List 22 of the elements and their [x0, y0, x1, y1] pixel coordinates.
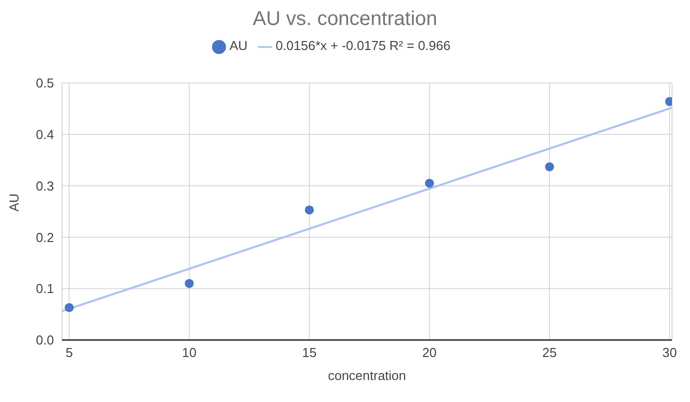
point [64, 303, 74, 312]
point [184, 278, 194, 288]
y-tick-label: 0.5 [36, 76, 54, 91]
point [424, 178, 434, 188]
x-tick-label: 20 [422, 345, 437, 360]
y-tick-label: 0.0 [36, 332, 54, 348]
y-axis-title: AU [6, 193, 22, 212]
x-tick-label: 15 [302, 345, 317, 360]
y-tick-label: 0.1 [36, 281, 54, 296]
point [545, 162, 554, 172]
chart-title: AU vs. concentration [252, 8, 438, 32]
x-tick-label: 10 [182, 345, 197, 360]
y-tick-label: 0.2 [36, 230, 54, 245]
legend-label: AU [230, 38, 248, 53]
legend-label: 0.0156*x + -0.0175 R² = 0.966 [276, 38, 450, 53]
x-tick-label: 25 [542, 345, 557, 360]
y-tick-label: 0.3 [36, 178, 54, 194]
x-tick-label: 30 [662, 345, 677, 360]
y-tick-label: 0.4 [36, 127, 54, 142]
point [304, 205, 314, 214]
x-tick-label: 5 [66, 345, 73, 360]
x-axis-title: concentration [328, 368, 406, 383]
